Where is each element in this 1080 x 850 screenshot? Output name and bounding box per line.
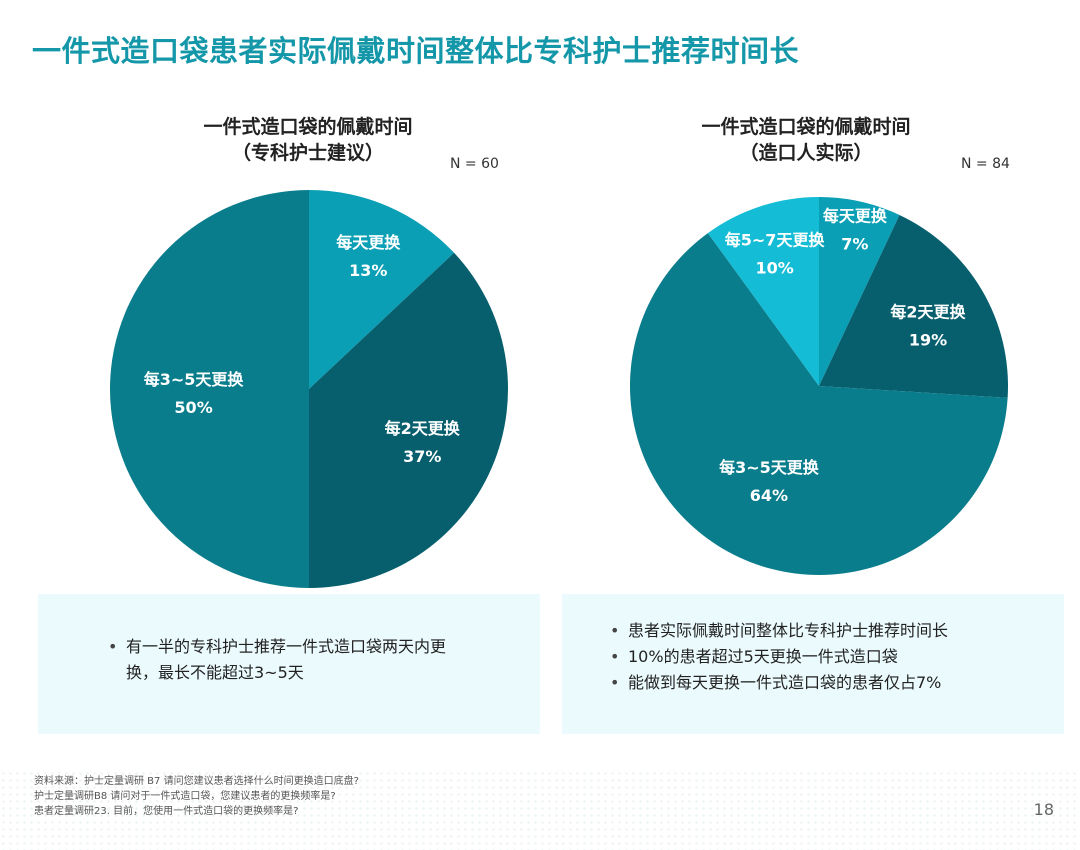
slice-value-label: 19% xyxy=(909,331,947,350)
left-chart-title-line2: （专科护士建议） xyxy=(231,142,384,164)
footnote-line: 资料来源：护士定量调研 B7 请问您建议患者选择什么时间更换造口底盘? xyxy=(34,776,359,787)
note-bullet: 患者实际佩戴时间整体比专科护士推荐时间长 xyxy=(606,618,1046,644)
right-pie-chart: 每天更换 7% 每2天更换 19% 每3~5天更换 64% 每5~7天更换 10% xyxy=(629,197,1008,576)
slice-label: 每天更换 xyxy=(336,233,401,252)
left-chart-title-line1: 一件式造口袋的佩戴时间 xyxy=(203,116,413,138)
pie-slice-3 xyxy=(629,233,1008,576)
footnote-line: 护士定量调研B8 请问对于一件式造口袋，您建议患者的更换频率是? xyxy=(34,791,336,802)
right-chart-title-line2: （造口人实际） xyxy=(739,142,873,164)
right-chart-title-line1: 一件式造口袋的佩戴时间 xyxy=(701,116,911,138)
note-bullet: 能做到每天更换一件式造口袋的患者仅占7% xyxy=(606,670,1046,696)
note-bullet: 10%的患者超过5天更换一件式造口袋 xyxy=(606,644,1046,670)
pie-slice-2 xyxy=(819,214,1008,398)
right-note-box: 患者实际佩戴时间整体比专科护士推荐时间长 10%的患者超过5天更换一件式造口袋 … xyxy=(562,594,1064,734)
left-note-list: 有一半的专科护士推荐一件式造口袋两天内更换，最长不能超过3~5天 xyxy=(104,634,464,686)
source-footnote: 资料来源：护士定量调研 B7 请问您建议患者选择什么时间更换造口底盘? 护士定量… xyxy=(34,774,359,819)
slice-label: 每3~5天更换 xyxy=(144,370,245,389)
right-note-list: 患者实际佩戴时间整体比专科护士推荐时间长 10%的患者超过5天更换一件式造口袋 … xyxy=(606,618,1046,696)
left-pie-chart: 每天更换 13% 每2天更换 37% 每3~5天更换 50% xyxy=(110,190,508,588)
right-chart-sample-size: N = 84 xyxy=(961,156,1010,172)
decorative-dot-pattern xyxy=(0,770,1080,850)
slice-label: 每3~5天更换 xyxy=(719,458,820,477)
left-chart-title: 一件式造口袋的佩戴时间 （专科护士建议） xyxy=(168,114,448,166)
slice-label: 每天更换 xyxy=(823,207,888,226)
pie-slice-1 xyxy=(819,197,900,386)
pie-slice-4 xyxy=(707,197,819,386)
left-chart-sample-size: N = 60 xyxy=(450,156,499,172)
slice-label: 每5~7天更换 xyxy=(725,230,826,249)
slice-value-label: 7% xyxy=(841,235,868,254)
left-note-box: 有一半的专科护士推荐一件式造口袋两天内更换，最长不能超过3~5天 xyxy=(38,594,540,734)
slice-value-label: 10% xyxy=(755,258,793,277)
pie-slice-3 xyxy=(110,190,309,588)
slice-label: 每2天更换 xyxy=(385,419,461,438)
pie-slice-1 xyxy=(309,190,455,389)
slice-value-label: 50% xyxy=(174,398,212,417)
page-title: 一件式造口袋患者实际佩戴时间整体比专科护士推荐时间长 xyxy=(32,34,800,68)
slice-label: 每2天更换 xyxy=(890,303,966,322)
footnote-line: 患者定量调研23. 目前，您使用一件式造口袋的更换频率是? xyxy=(34,806,299,817)
slice-value-label: 37% xyxy=(403,447,441,466)
note-bullet: 有一半的专科护士推荐一件式造口袋两天内更换，最长不能超过3~5天 xyxy=(104,634,464,686)
slice-value-label: 13% xyxy=(349,261,387,280)
right-chart-title: 一件式造口袋的佩戴时间 （造口人实际） xyxy=(676,114,936,166)
pie-slice-2 xyxy=(309,252,508,588)
slice-value-label: 64% xyxy=(750,486,788,505)
page-number: 18 xyxy=(1033,800,1054,819)
